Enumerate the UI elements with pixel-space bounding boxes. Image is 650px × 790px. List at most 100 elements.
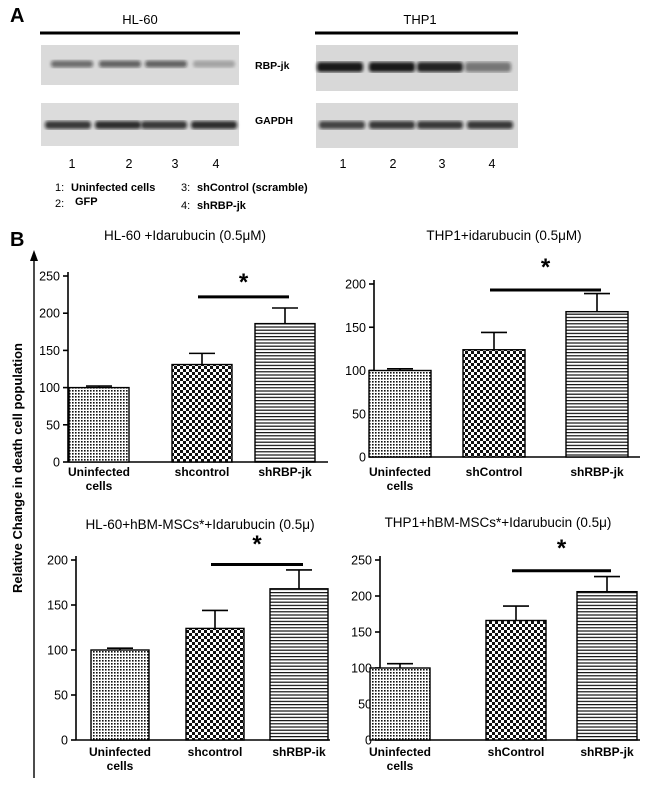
blot-band xyxy=(369,121,415,129)
y-tick-label: 100 xyxy=(47,644,68,658)
category-label: shControl xyxy=(488,745,545,759)
blot-band xyxy=(51,60,93,68)
bar xyxy=(171,363,233,463)
lane-number-thp1-4: 4 xyxy=(489,157,496,171)
category-label: shControl xyxy=(466,465,523,479)
y-tick-label: 250 xyxy=(351,554,372,568)
blot-band xyxy=(467,121,513,129)
blot-band xyxy=(141,121,187,129)
significance-star: * xyxy=(557,535,567,562)
blot-band xyxy=(369,62,415,72)
lane-number-hl-60-2: 2 xyxy=(126,157,133,171)
category-label: cells xyxy=(387,759,414,773)
chart-title: THP1+hBM-MSCs*+Idarubucin (0.5μ) xyxy=(385,515,612,530)
legend-text-4: shRBP-jk xyxy=(197,200,247,212)
bar xyxy=(254,322,316,463)
y-tick-label: 150 xyxy=(47,599,68,613)
protein-label-rbp-jk: RBP-jk xyxy=(255,60,290,72)
lane-number-thp1-2: 2 xyxy=(390,157,397,171)
bar xyxy=(269,588,329,741)
significance-star: * xyxy=(252,531,262,558)
y-tick-label: 150 xyxy=(345,321,366,335)
y-tick-label: 150 xyxy=(39,344,60,358)
y-tick-label: 100 xyxy=(39,381,60,395)
bar xyxy=(462,349,526,458)
blot-group-hl-60: HL-60 1 2 3 4 xyxy=(40,12,240,171)
bands-hl-60-rbp-jk xyxy=(51,60,235,68)
blot-band xyxy=(317,62,363,72)
category-label: cells xyxy=(107,759,134,773)
y-tick-label: 0 xyxy=(61,734,68,748)
blot-band xyxy=(99,60,141,68)
y-tick-label: 0 xyxy=(53,456,60,470)
y-tick-label: 0 xyxy=(365,734,372,748)
chart-hl-60-idarubicin: HL-60 +Idarubucin (0.5μM) 0 50 100 150 200 250… xyxy=(39,228,328,493)
y-tick-label: 50 xyxy=(46,418,60,432)
bands-thp1-gapdh xyxy=(319,121,513,129)
chart-title: HL-60 +Idarubucin (0.5μM) xyxy=(104,228,266,243)
category-label: shRBP-jk xyxy=(570,465,624,479)
bar xyxy=(368,369,432,458)
y-axis-label: Relative Change in death cell population xyxy=(10,343,25,593)
blot-band xyxy=(193,60,235,68)
category-label: shRBP-ik xyxy=(272,745,326,759)
legend-text-1: Uninfected cells xyxy=(71,182,155,194)
blot-band xyxy=(145,60,187,68)
blot-band xyxy=(417,121,463,129)
y-axis-arrowhead xyxy=(30,250,38,261)
panel-b-label: B xyxy=(10,229,24,251)
blot-band xyxy=(95,121,141,129)
lane-number-hl-60-3: 3 xyxy=(172,157,179,171)
category-label: Uninfected xyxy=(89,745,151,759)
category-label: shRBP-jk xyxy=(580,745,634,759)
y-tick-label: 100 xyxy=(345,364,366,378)
blot-band xyxy=(417,62,463,72)
bar xyxy=(369,667,431,741)
y-tick-label: 0 xyxy=(359,451,366,465)
blot-band xyxy=(319,121,365,129)
blot-group-thp1: THP1 1 2 3 4 xyxy=(315,12,518,171)
panel-a-label: A xyxy=(10,5,24,27)
category-label: Uninfected xyxy=(369,465,431,479)
y-tick-label: 200 xyxy=(351,590,372,604)
bar xyxy=(565,310,629,458)
category-label: Uninfected xyxy=(68,465,130,479)
protein-label-gapdh: GAPDH xyxy=(255,115,293,127)
legend-text-3: shControl (scramble) xyxy=(197,182,308,194)
category-label: cells xyxy=(86,479,113,493)
y-tick-label: 100 xyxy=(351,662,372,676)
blot-band xyxy=(191,121,237,129)
bands-thp1-rbp-jk xyxy=(317,62,511,72)
y-tick-label: 200 xyxy=(47,554,68,568)
chart-title: THP1+idarubucin (0.5μM) xyxy=(426,228,581,243)
category-label: shRBP-jk xyxy=(258,465,312,479)
y-tick-label: 150 xyxy=(351,626,372,640)
category-label: shcontrol xyxy=(175,465,230,479)
blot-title-thp1: THP1 xyxy=(403,12,436,27)
blot-band xyxy=(45,121,91,129)
significance-star: * xyxy=(541,254,551,281)
y-tick-label: 50 xyxy=(352,407,366,421)
lane-number-thp1-3: 3 xyxy=(439,157,446,171)
lane-legend: 1: Uninfected cells 2: GFP 3: shControl … xyxy=(55,182,308,212)
lane-number-hl-60-1: 1 xyxy=(69,157,76,171)
legend-num-1: 1: xyxy=(55,182,64,194)
legend-num-3: 3: xyxy=(181,182,190,194)
bar xyxy=(68,386,130,463)
bands-hl-60-gapdh xyxy=(45,121,237,129)
bar xyxy=(485,619,547,741)
y-tick-label: 50 xyxy=(54,689,68,703)
y-tick-label: 200 xyxy=(345,278,366,292)
category-label: shcontrol xyxy=(188,745,243,759)
significance-star: * xyxy=(239,269,249,296)
category-label: Uninfected xyxy=(369,745,431,759)
bar xyxy=(185,627,245,741)
blot-title-hl-60: HL-60 xyxy=(122,12,157,27)
chart-thp1-idarubicin: THP1+idarubucin (0.5μM) 0 50 100 150 200 Uninf… xyxy=(345,228,640,493)
bar xyxy=(90,649,150,741)
y-tick-label: 200 xyxy=(39,307,60,321)
legend-text-2: GFP xyxy=(75,196,98,208)
lane-number-thp1-1: 1 xyxy=(340,157,347,171)
chart-thp1-hbm-mscs-idarubicin: THP1+hBM-MSCs*+Idarubucin (0.5μ) 0 50 100 15… xyxy=(351,515,640,773)
